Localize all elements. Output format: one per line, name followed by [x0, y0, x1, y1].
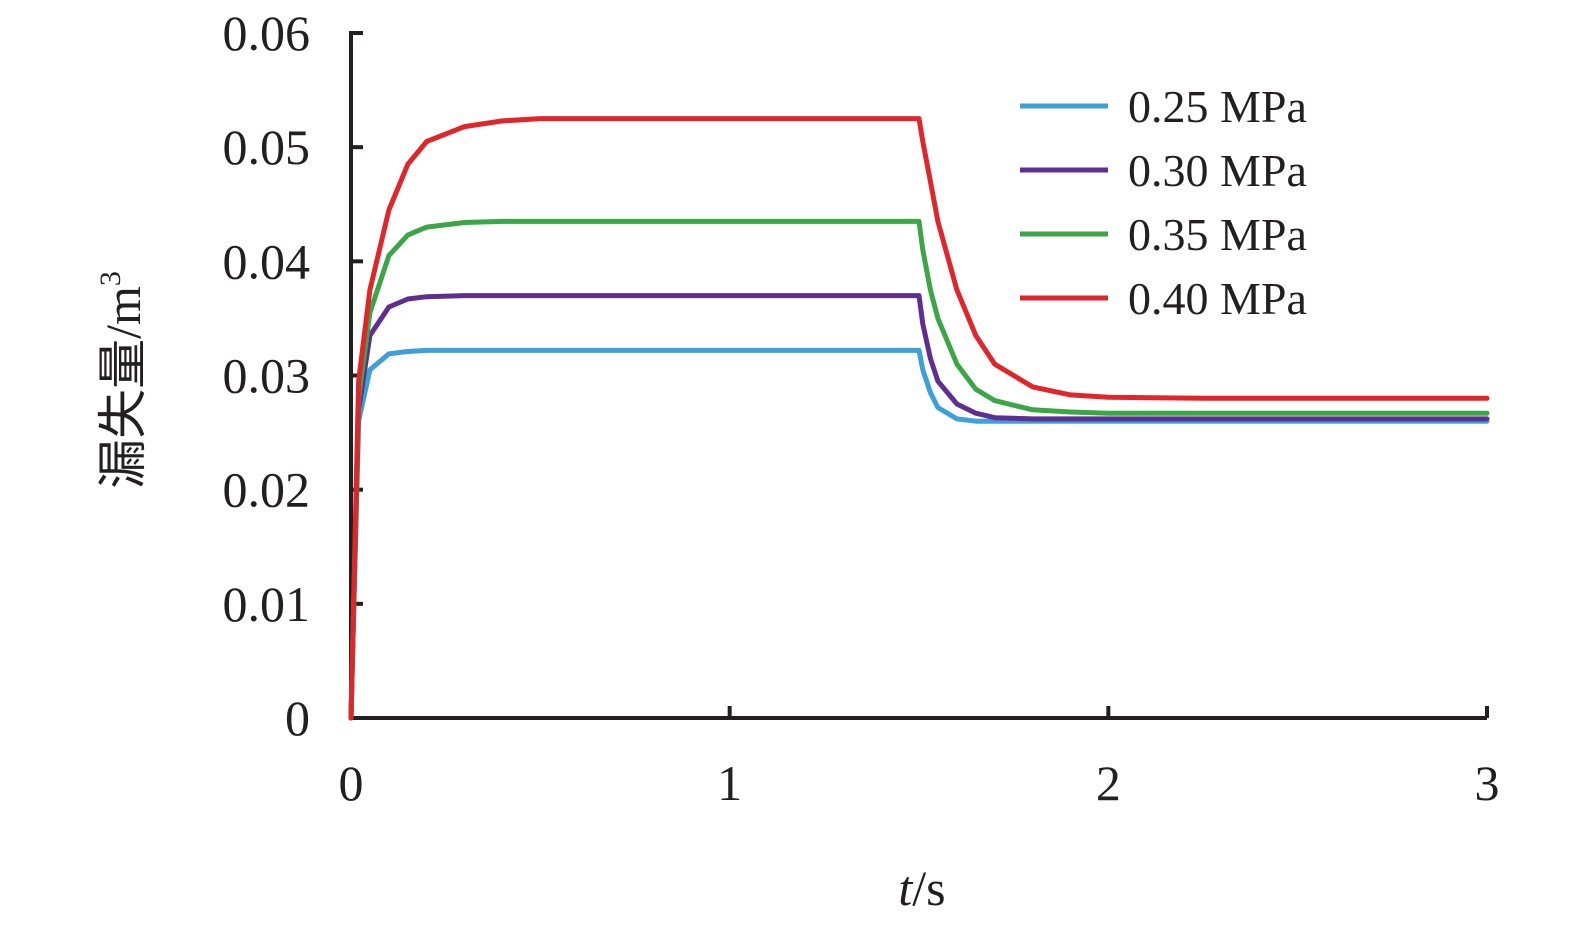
- x-tick-label: 2: [1096, 755, 1121, 811]
- x-axis-title: t/s: [898, 860, 945, 916]
- legend: 0.25 MPa 0.30 MPa 0.35 MPa 0.40 MPa: [1020, 81, 1307, 324]
- legend-label: 0.30 MPa: [1128, 145, 1307, 196]
- y-axis-title: 漏失量/m3: [94, 271, 151, 489]
- y-tick-label: 0.06: [223, 5, 311, 61]
- x-tick-label: 1: [717, 755, 742, 811]
- x-tick-label: 0: [339, 755, 364, 811]
- y-tick-label: 0.05: [223, 119, 311, 175]
- x-tick-label: 3: [1475, 755, 1500, 811]
- y-tick-label: 0.02: [223, 462, 311, 518]
- y-tick-label: 0.04: [223, 233, 311, 289]
- y-axis-title-superscript: 3: [94, 271, 127, 286]
- series-line-0-30-mpa: [348, 293, 1490, 721]
- y-tick-label: 0.01: [223, 576, 311, 632]
- legend-label: 0.25 MPa: [1128, 81, 1307, 132]
- series-line-0-25-mpa: [348, 347, 1490, 721]
- legend-label: 0.35 MPa: [1128, 209, 1307, 260]
- axes: 0 0.01 0.02 0.03 0.04 0.05 0.06 0 1 2 3: [223, 5, 1500, 811]
- series-line-0-40-mpa: [348, 116, 1490, 721]
- series-layer: [348, 116, 1490, 721]
- y-tick-label: 0.03: [223, 348, 311, 404]
- legend-label: 0.40 MPa: [1128, 273, 1307, 324]
- x-axis-title-unit: /s: [912, 860, 945, 916]
- y-axis-title-main: 漏失量/m: [95, 286, 151, 489]
- y-tick-label: 0: [285, 690, 310, 746]
- x-axis-title-variable: t: [898, 860, 913, 916]
- series-line-0-35-mpa: [348, 218, 1490, 721]
